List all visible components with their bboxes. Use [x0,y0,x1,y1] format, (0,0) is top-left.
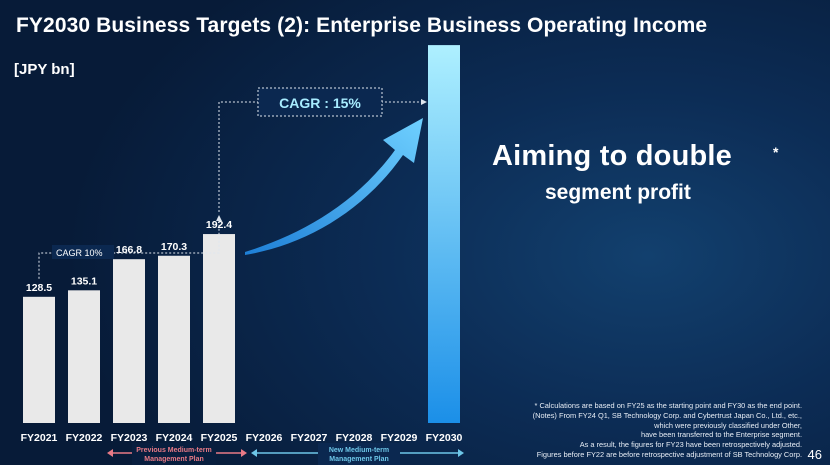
data-label: 170.3 [161,241,187,253]
x-tick-label: FY2024 [156,432,193,444]
x-tick-label: FY2023 [111,432,148,444]
prev-plan-label: Previous Medium-term [136,447,211,454]
prev-plan-arrow-right-icon [241,449,247,457]
prev-plan-label-bg [132,443,216,465]
x-tick-label: FY2029 [381,432,418,444]
footnotes: * Calculations are based on FY25 as the … [442,401,802,460]
cagr-past-label: CAGR 10% [56,248,103,258]
data-label: 128.5 [26,282,52,294]
new-plan-label: New Medium-term [329,447,389,454]
cagr-past-label-bg [52,245,114,259]
new-plan-label: Management Plan [329,456,389,463]
prev-plan-arrow-left-icon [107,449,113,457]
x-tick-label: FY2028 [336,432,373,444]
new-plan-arrow-left-icon [251,449,257,457]
bar-fy2022 [68,290,100,423]
bar-fy2023 [113,259,145,423]
slogan-line1: Aiming to double [492,140,733,172]
bar-fy2021 [23,296,55,423]
x-tick-label: FY2021 [21,432,58,444]
footnote-line: Figures before FY22 are before retrospec… [536,449,802,459]
slogan-asterisk: * [773,144,779,160]
footnote-line: which were previously classified under O… [654,420,802,430]
bar-fy2024 [158,255,190,423]
cagr-target-box [257,87,383,117]
new-plan-arrow-right-icon [458,449,464,457]
x-tick-label: FY2027 [291,432,328,444]
slide-title: FY2030 Business Targets (2): Enterprise … [16,14,708,37]
x-tick-label: FY2026 [246,432,283,444]
prev-plan-label: Management Plan [144,456,204,463]
footnote-line: have been transferred to the Enterprise … [640,430,802,440]
unit-label: [JPY bn] [14,61,75,78]
cagr-past-bracket [38,215,222,279]
x-tick-label: FY2030 [426,432,463,444]
bar-fy2030-target [428,45,460,424]
bar-fy2025 [203,234,235,423]
footnote-line: As a result, the figures for FY23 have b… [579,440,802,450]
cagr-target-label: CAGR : 15% [279,95,361,111]
data-label: 166.8 [116,244,142,256]
footnote-line: (Notes) From FY24 Q1, SB Technology Corp… [532,410,802,420]
slogan-line2: segment profit [545,181,691,204]
growth-arrow-icon [245,118,423,255]
new-plan-label-bg [318,443,400,465]
data-label: 135.1 [71,275,97,287]
x-tick-label: FY2025 [201,432,238,444]
page-number: 46 [807,447,822,462]
x-tick-label: FY2022 [66,432,103,444]
footnote-line: * Calculations are based on FY25 as the … [534,401,802,410]
